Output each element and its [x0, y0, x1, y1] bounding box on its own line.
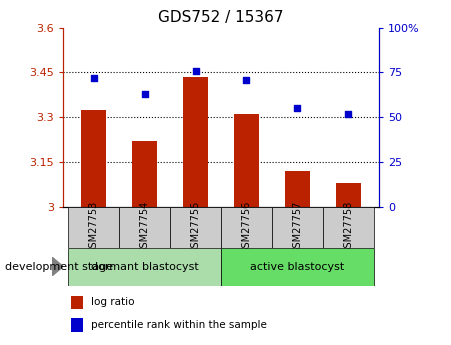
Bar — [81, 110, 106, 207]
Bar — [132, 141, 157, 207]
Polygon shape — [52, 257, 63, 276]
Text: active blastocyst: active blastocyst — [250, 263, 345, 272]
Bar — [119, 207, 170, 248]
Bar — [323, 207, 374, 248]
Text: GSM27758: GSM27758 — [343, 201, 353, 254]
Point — [192, 68, 199, 73]
Bar — [336, 183, 361, 207]
Bar — [221, 207, 272, 248]
Point — [141, 91, 148, 97]
Point — [243, 77, 250, 82]
Text: percentile rank within the sample: percentile rank within the sample — [91, 320, 267, 330]
Point — [294, 106, 301, 111]
Text: log ratio: log ratio — [91, 297, 134, 307]
Text: dormant blastocyst: dormant blastocyst — [91, 263, 198, 272]
Bar — [272, 207, 323, 248]
Bar — [183, 77, 208, 207]
Text: GSM27755: GSM27755 — [190, 201, 201, 254]
Bar — [221, 248, 374, 286]
Text: GSM27756: GSM27756 — [241, 201, 252, 254]
Point — [90, 75, 97, 81]
Bar — [170, 207, 221, 248]
Bar — [70, 296, 83, 309]
Point — [345, 111, 352, 117]
Title: GDS752 / 15367: GDS752 / 15367 — [158, 10, 284, 25]
Text: GSM27753: GSM27753 — [89, 201, 99, 254]
Text: GSM27754: GSM27754 — [140, 201, 150, 254]
Bar — [234, 114, 259, 207]
Bar — [285, 171, 310, 207]
Bar — [68, 207, 119, 248]
Text: GSM27757: GSM27757 — [292, 201, 302, 254]
Text: development stage: development stage — [5, 263, 113, 272]
Bar — [70, 318, 83, 332]
Bar — [68, 248, 221, 286]
